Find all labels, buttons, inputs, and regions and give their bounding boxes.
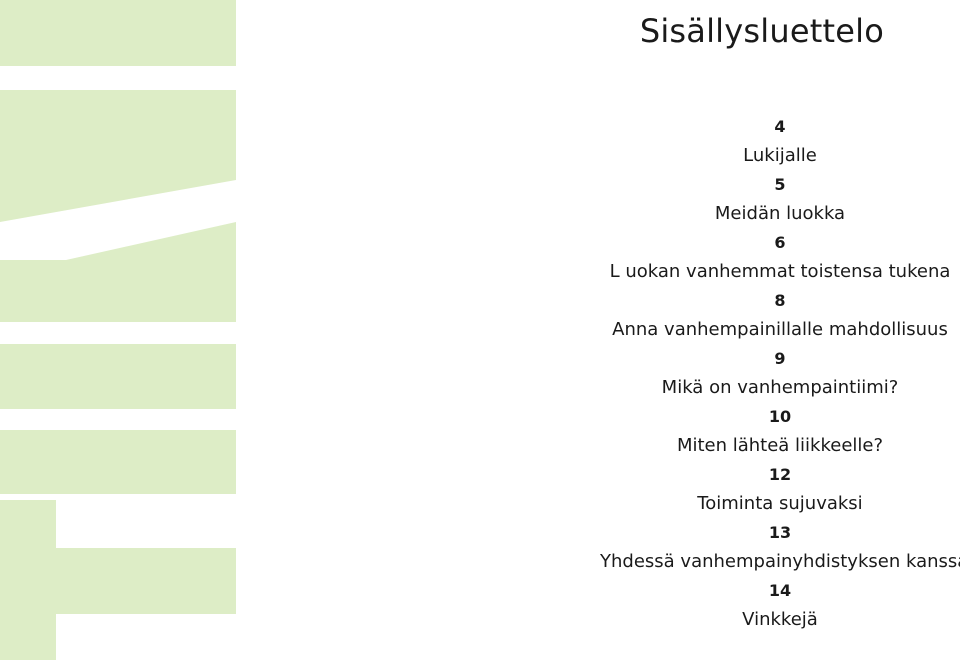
toc-entry[interactable]: 12 Toiminta sujuvaksi xyxy=(600,460,960,518)
toc-page-number: 13 xyxy=(768,523,792,542)
toc-page-number: 9 xyxy=(774,349,786,368)
page-title: Sisällysluettelo xyxy=(639,12,884,50)
toc-entry[interactable]: 6 L uokan vanhemmat toistensa tukena xyxy=(600,228,960,286)
logo-bar-top xyxy=(0,0,236,66)
toc-entry-label: L uokan vanhemmat toistensa tukena xyxy=(609,261,951,282)
toc-entry-label: Lukijalle xyxy=(743,145,817,166)
toc-entry-label: Meidän luokka xyxy=(714,203,846,224)
toc-entry-label: Toiminta sujuvaksi xyxy=(697,493,863,514)
toc-page-number: 6 xyxy=(774,233,786,252)
toc-page-number: 12 xyxy=(768,465,792,484)
toc-entry-label: Anna vanhempainillalle mahdollisuus xyxy=(612,319,948,340)
toc-entry[interactable]: 4 Lukijalle xyxy=(600,112,960,170)
toc-page-number: 8 xyxy=(774,291,786,310)
logo-m-bottom-bar xyxy=(0,260,236,322)
toc-page-number: 10 xyxy=(768,407,792,426)
table-of-contents: 4 Lukijalle 5 Meidän luokka 6 L uokan va… xyxy=(600,112,960,634)
toc-entry-label: Vinkkejä xyxy=(742,609,818,630)
logo-t-cap xyxy=(56,548,236,614)
toc-entry[interactable]: 10 Miten lähteä liikkeelle? xyxy=(600,402,960,460)
logo-m-top-bar xyxy=(0,90,236,152)
toc-entry-label: Miten lähteä liikkeelle? xyxy=(676,435,884,456)
toc-page-number: 4 xyxy=(774,117,786,136)
toc-entry-label: Yhdessä vanhempainyhdistyksen kanssa xyxy=(600,551,960,572)
logo-t-stem xyxy=(0,500,56,660)
toc-entry-label: Mikä on vanhempaintiimi? xyxy=(661,377,899,398)
toc-entry[interactable]: 8 Anna vanhempainillalle mahdollisuus xyxy=(600,286,960,344)
toc-entry[interactable]: 9 Mikä on vanhempaintiimi? xyxy=(600,344,960,402)
toc-page-number: 14 xyxy=(768,581,792,600)
toc-page-number: 5 xyxy=(774,175,786,194)
logo-i-bar-1 xyxy=(0,344,236,409)
toc-entry[interactable]: 5 Meidän luokka xyxy=(600,170,960,228)
toc-entry[interactable]: 14 Vinkkejä xyxy=(600,576,960,634)
logo-m-right-diagonal xyxy=(66,222,236,260)
logo-m-left-diagonal xyxy=(0,152,236,222)
logo-i-bar-2 xyxy=(0,430,236,494)
tiimi-logo-art xyxy=(0,0,236,660)
toc-entry[interactable]: 13 Yhdessä vanhempainyhdistyksen kanssa xyxy=(600,518,960,576)
